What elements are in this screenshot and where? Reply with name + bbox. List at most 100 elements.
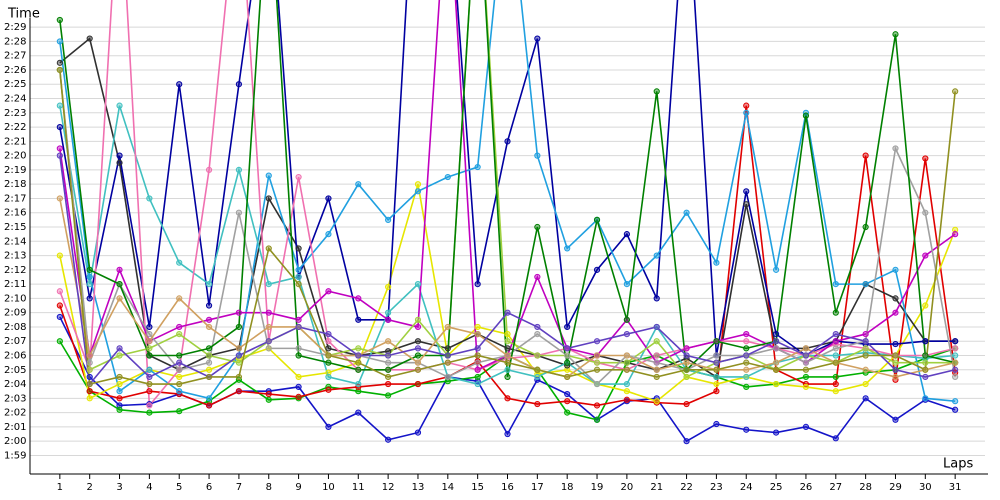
data-point xyxy=(683,366,690,373)
y-tick-label: 1:59 xyxy=(4,450,26,461)
data-point xyxy=(892,31,899,38)
data-point xyxy=(116,266,123,273)
data-point xyxy=(623,380,630,388)
data-point xyxy=(176,388,183,395)
data-point xyxy=(564,352,571,359)
y-tick-label: 2:09 xyxy=(4,308,26,319)
data-point xyxy=(892,266,899,273)
x-axis-label: Laps xyxy=(943,457,973,472)
data-point xyxy=(772,338,780,345)
data-point xyxy=(564,390,571,398)
data-point xyxy=(683,352,690,359)
data-point xyxy=(713,380,720,388)
y-tick-label: 2:21 xyxy=(4,136,26,147)
data-point xyxy=(56,102,63,109)
data-point xyxy=(952,88,959,95)
data-point xyxy=(534,35,541,42)
plot-area xyxy=(56,0,959,445)
y-tick-label: 2:19 xyxy=(4,165,26,176)
data-point xyxy=(146,323,153,331)
data-point xyxy=(564,345,571,352)
data-point xyxy=(593,366,601,373)
y-tick-label: 2:26 xyxy=(4,65,26,76)
y-tick-label: 2:23 xyxy=(4,108,26,119)
data-point xyxy=(952,366,959,373)
data-point xyxy=(325,386,332,393)
data-point xyxy=(116,152,123,159)
data-point xyxy=(713,338,720,345)
data-point xyxy=(743,373,750,381)
data-point xyxy=(56,38,63,45)
data-point xyxy=(235,345,243,352)
data-point xyxy=(743,330,750,338)
data-point xyxy=(474,359,481,366)
y-tick-label: 2:03 xyxy=(4,393,26,404)
data-point xyxy=(295,266,302,273)
data-point xyxy=(593,380,601,388)
data-point xyxy=(116,395,123,402)
data-point xyxy=(325,330,332,338)
data-point xyxy=(116,406,123,413)
data-point xyxy=(593,216,601,223)
data-point xyxy=(743,201,750,208)
data-point xyxy=(295,173,302,181)
x-tick-label: 28 xyxy=(859,482,872,493)
data-point xyxy=(653,373,660,381)
data-point xyxy=(504,359,511,366)
data-point xyxy=(743,102,750,109)
data-point xyxy=(56,313,63,321)
data-point xyxy=(205,302,213,309)
data-point xyxy=(235,209,243,216)
data-point xyxy=(862,352,869,359)
data-point xyxy=(325,231,332,238)
data-point xyxy=(385,216,392,223)
x-tick-label: 31 xyxy=(949,482,962,493)
data-point xyxy=(832,309,839,316)
data-point xyxy=(56,145,63,152)
data-point xyxy=(116,388,123,395)
data-point xyxy=(116,102,123,109)
data-point xyxy=(146,352,153,359)
data-point xyxy=(683,345,690,352)
data-point xyxy=(116,159,123,166)
data-point xyxy=(504,366,511,373)
data-point xyxy=(713,259,720,266)
data-point xyxy=(743,359,750,366)
data-point xyxy=(176,330,183,338)
x-tick-label: 2 xyxy=(87,482,93,493)
data-point xyxy=(444,359,451,366)
data-point xyxy=(772,345,780,352)
data-point xyxy=(205,323,213,331)
data-point xyxy=(653,295,660,302)
data-point xyxy=(653,359,660,366)
data-point xyxy=(862,223,869,231)
data-point xyxy=(414,345,422,352)
data-point xyxy=(922,338,929,345)
data-point xyxy=(713,373,720,381)
data-point xyxy=(802,345,810,352)
data-point xyxy=(86,373,93,381)
data-point xyxy=(414,281,422,288)
data-point xyxy=(86,273,93,281)
data-point xyxy=(265,323,272,331)
y-tick-label: 2:16 xyxy=(4,208,26,219)
data-point xyxy=(952,231,959,238)
data-point xyxy=(355,359,362,366)
data-point xyxy=(653,252,660,259)
data-point xyxy=(325,352,332,359)
data-point xyxy=(385,366,392,373)
data-point xyxy=(802,359,810,366)
data-point xyxy=(265,345,272,352)
y-tick-label: 2:28 xyxy=(4,36,26,47)
data-point xyxy=(414,323,422,331)
data-point xyxy=(205,366,213,373)
data-point xyxy=(176,81,183,88)
data-point xyxy=(922,209,929,216)
data-point xyxy=(385,309,392,316)
data-point xyxy=(653,338,660,345)
data-point xyxy=(504,338,511,345)
data-point xyxy=(832,345,839,352)
x-tick-label: 1 xyxy=(57,482,63,493)
data-point xyxy=(862,152,869,159)
data-point xyxy=(862,281,869,288)
